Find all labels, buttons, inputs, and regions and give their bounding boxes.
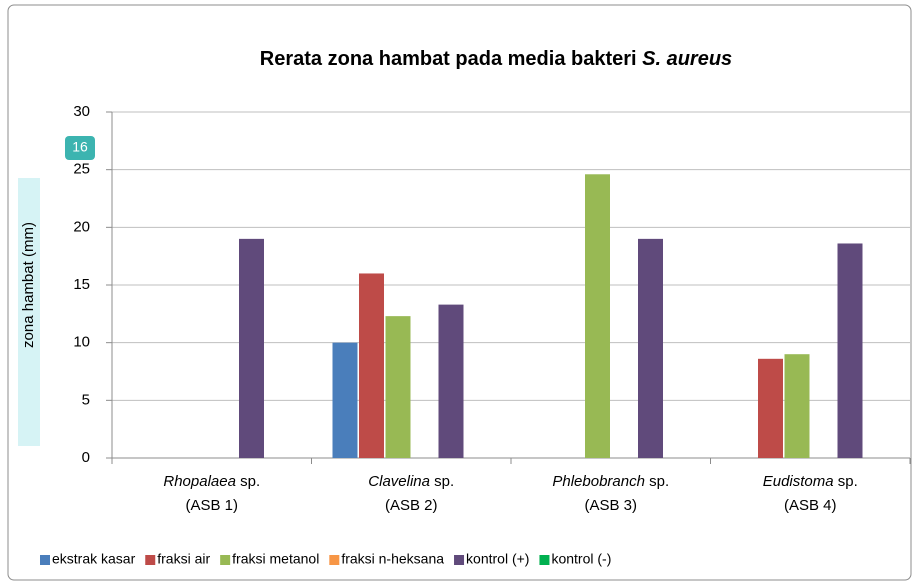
chart-title: Rerata zona hambat pada media bakteri S.… bbox=[260, 48, 732, 70]
y-tick-label: 5 bbox=[82, 391, 90, 408]
legend-swatch bbox=[145, 555, 156, 565]
badge bbox=[65, 136, 95, 160]
bar bbox=[239, 238, 264, 458]
legend-swatch bbox=[220, 555, 231, 565]
bar bbox=[784, 354, 810, 458]
bar bbox=[585, 174, 610, 458]
y-tick-label: 25 bbox=[73, 161, 90, 178]
legend-swatch bbox=[329, 555, 340, 565]
bar bbox=[758, 358, 783, 458]
legend-label: kontrol (+) bbox=[466, 551, 529, 567]
legend-swatch bbox=[40, 555, 50, 565]
y-tick-label: 30 bbox=[73, 103, 90, 120]
legend-label: fraksi metanol bbox=[232, 551, 319, 567]
bar bbox=[837, 243, 863, 458]
x-tick-label: Clavelina sp. (ASB 2) bbox=[368, 473, 454, 514]
chart-frame bbox=[7, 4, 912, 581]
legend-label: ekstrak kasar bbox=[52, 551, 136, 567]
bar bbox=[638, 238, 663, 458]
legend-swatch bbox=[454, 555, 465, 565]
y-tick-label: 20 bbox=[73, 218, 90, 235]
legend-swatch bbox=[539, 555, 550, 565]
legend-label: kontrol (-) bbox=[551, 551, 611, 567]
y-tick-label: 0 bbox=[82, 449, 90, 466]
label-highlight bbox=[18, 178, 40, 446]
x-tick-label: Phlebobranch sp. (ASB 3) bbox=[552, 473, 669, 514]
bar bbox=[385, 316, 411, 458]
y-axis-label: zona hambat (mm) bbox=[20, 222, 37, 348]
bar bbox=[438, 304, 464, 458]
legend-label: fraksi n-heksana bbox=[341, 551, 444, 567]
x-tick-label: Eudistoma sp. (ASB 4) bbox=[763, 473, 858, 514]
badge-text: 16 bbox=[72, 139, 88, 155]
bar bbox=[332, 342, 358, 458]
y-tick-label: 15 bbox=[73, 276, 90, 293]
legend-label: fraksi air bbox=[157, 551, 210, 567]
x-tick-label: Rhopalaea sp. (ASB 1) bbox=[163, 473, 260, 514]
bar bbox=[359, 273, 384, 458]
y-tick-label: 10 bbox=[73, 334, 90, 351]
